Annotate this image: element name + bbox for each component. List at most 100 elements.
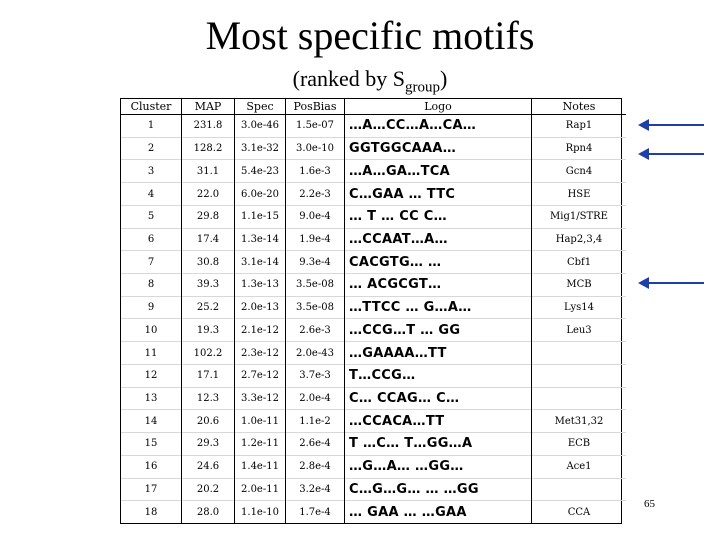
notes-cell: Met31,32 [531,409,626,433]
notes-cell: MCB [531,273,626,297]
notes-cell: HSE [531,182,626,206]
sequence-logo: … T … CC C… [344,204,532,229]
spec-cell: 1.1e-10 [234,500,286,523]
cluster-cell: 11 [121,341,182,365]
table-body: 1 231.8 3.0e-46 1.5e-07 …A…CC…A…CA… Rap1 2 12 8… [121,114,626,523]
spec-cell: 2.7e-12 [234,363,286,388]
posbias-cell: 3.5e-08 [285,273,345,297]
notes-cell: Gcn4 [531,159,626,183]
cluster-cell: 3 [121,159,182,183]
map-cell: 17.4 [181,227,235,251]
table-row: 14 20.6 1.0e-11 1.1e-2 …CCACA…TT Met31,32 [121,409,626,433]
spec-cell: 2.1e-12 [234,318,286,342]
sequence-logo: T…CCG… [344,363,532,388]
posbias-cell: 2.2e-3 [285,182,345,206]
subtitle-end: ) [440,66,448,91]
header-notes: Notes [531,99,626,115]
notes-cell: Leu3 [531,318,626,342]
slide-title: Most specific motifs [205,13,535,58]
cluster-cell: 14 [121,409,182,433]
header-logo: Logo [344,99,532,115]
table-row: 10 19.3 2.1e-12 2.6e-3 …CCG…T … GG Leu3 [121,318,626,342]
sequence-logo: …A…GA…TCA [344,159,532,183]
sequence-logo: …CCACA…TT [344,409,532,433]
spec-cell: 1.1e-15 [234,204,286,229]
posbias-cell: 1.9e-4 [285,227,345,251]
spec-cell: 1.0e-11 [234,409,286,433]
map-cell: 25.2 [181,295,235,319]
table-row: 11 102.2 2.3e-12 2.0e-43 …GAAAA…TT [121,341,626,365]
notes-cell [531,386,626,410]
table-row: 13 12.3 3.3e-12 2.0e-4 C… CCAG… C… [121,386,626,410]
spec-cell: 1.3e-14 [234,227,286,251]
spec-cell: 2.0e-13 [234,295,286,319]
map-cell: 39.3 [181,273,235,297]
header-row: Cluster MAP Spec PosBias Logo Notes [121,99,626,115]
notes-cell [531,341,626,365]
table-row: 7 30.8 3.1e-14 9.3e-4 CACGTG… … Cbf1 [121,250,626,274]
sequence-logo: C…G…G… … …GG [344,477,532,501]
cluster-cell: 7 [121,250,182,274]
spec-cell: 3.1e-14 [234,250,286,274]
table-row: 3 31.1 5.4e-23 1.6e-3 …A…GA…TCA Gcn4 [121,159,626,183]
motif-table: Cluster MAP Spec PosBias Logo Notes 1 231… [121,99,626,523]
notes-cell: Mig1/STRE [531,204,626,229]
posbias-cell: 1.1e-2 [285,409,345,433]
cluster-cell: 5 [121,204,182,229]
table-row: 1 231.8 3.0e-46 1.5e-07 …A…CC…A…CA… Rap1 [121,114,626,138]
spec-cell: 3.1e-32 [234,136,286,160]
posbias-cell: 1.5e-07 [285,114,345,138]
arrow-left-icon [638,119,704,131]
map-cell: 12.3 [181,386,235,410]
sequence-logo: C… CCAG… C… [344,386,532,410]
sequence-logo: GGTGGCAAA… [344,136,532,160]
spec-cell: 2.0e-11 [234,477,286,501]
spec-cell: 3.0e-46 [234,114,286,138]
posbias-cell: 2.0e-4 [285,386,345,410]
table-row: 4 22.0 6.0e-20 2.2e-3 C…GAA … TTC HSE [121,182,626,206]
map-cell: 231.8 [181,114,235,138]
cluster-cell: 15 [121,432,182,456]
map-cell: 20.6 [181,409,235,433]
map-cell: 22.0 [181,182,235,206]
table-row: 12 17.1 2.7e-12 3.7e-3 T…CCG… [121,363,626,388]
posbias-cell: 1.6e-3 [285,159,345,183]
header-spec: Spec [234,99,286,115]
page-number: 65 [644,498,655,510]
cluster-cell: 2 [121,136,182,160]
posbias-cell: 9.3e-4 [285,250,345,274]
map-cell: 28.0 [181,500,235,523]
notes-cell: Ace1 [531,454,626,478]
notes-cell: CCA [531,500,626,523]
map-cell: 102.2 [181,341,235,365]
posbias-cell: 3.0e-10 [285,136,345,160]
table-row: 5 29.8 1.1e-15 9.0e-4… T … CC C… Mig1/STRE [121,204,626,229]
cluster-cell: 12 [121,363,182,388]
map-cell: 24.6 [181,454,235,478]
cluster-cell: 16 [121,454,182,478]
spec-cell: 1.3e-13 [234,273,286,297]
sequence-logo: … GAA … …GAA [344,500,532,523]
spec-cell: 1.4e-11 [234,454,286,478]
posbias-cell: 2.0e-43 [285,341,345,365]
subtitle-main: (ranked by S [292,66,406,91]
sequence-logo: …G…A… …GG… [344,454,532,478]
map-cell: 29.8 [181,204,235,229]
sequence-logo: …A…CC…A…CA… [344,114,532,138]
sequence-logo: C…GAA … TTC [344,182,532,206]
notes-cell: Lys14 [531,295,626,319]
spec-cell: 1.2e-11 [234,432,286,456]
posbias-cell: 3.7e-3 [285,363,345,388]
table-row: 2 128.2 3.1e-32 3.0e-10 GGTGGCAAA… Rpn4 [121,136,626,160]
slide-subtitle: (ranked by Sgroup) [0,66,720,100]
notes-cell: Cbf1 [531,250,626,274]
spec-cell: 2.3e-12 [234,341,286,365]
sequence-logo: …CCAAT…A… [344,227,532,251]
notes-cell [531,363,626,388]
notes-cell [531,477,626,501]
posbias-cell: 1.7e-4 [285,500,345,523]
header-cluster: Cluster [121,99,182,115]
header-posbias: PosBias [285,99,345,115]
table-row: 6 17.4 1.3e-14 1.9e-4 …CCAAT…A… Hap2,3,4 [121,227,626,251]
cluster-cell: 8 [121,273,182,297]
